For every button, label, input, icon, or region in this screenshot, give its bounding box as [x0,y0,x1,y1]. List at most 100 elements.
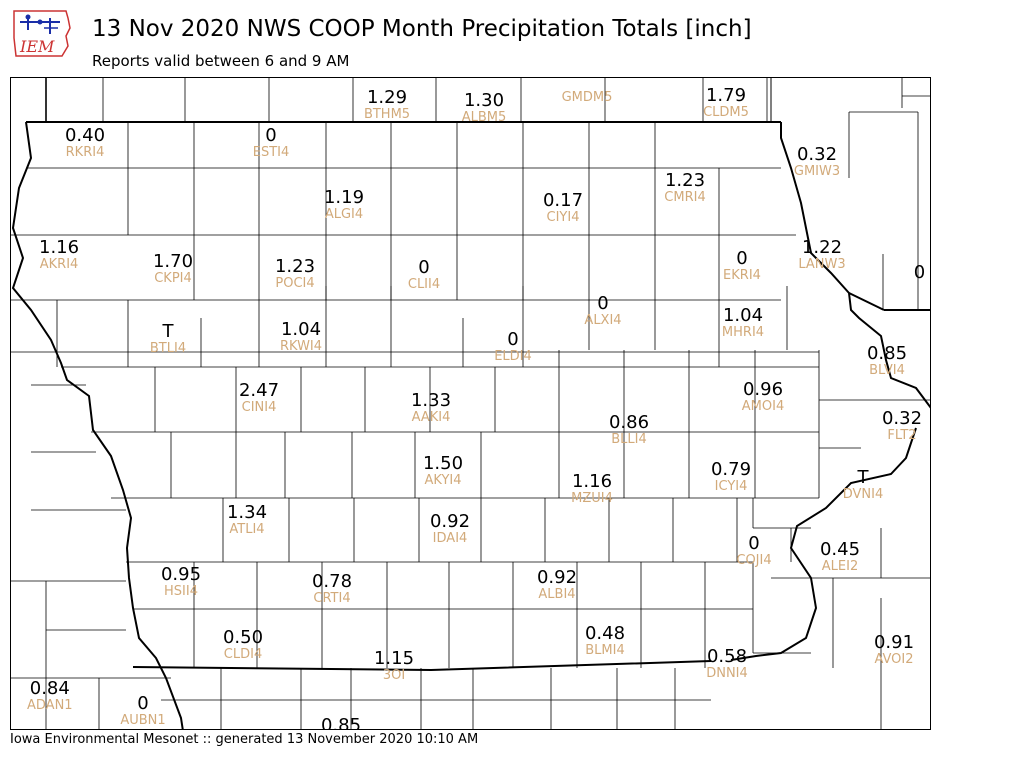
station-value: 1.16 [571,471,613,492]
station-alei2: 0.45 ALEI2 [820,540,860,574]
station-rkri4: 0.40 RKRI4 [65,126,105,160]
station-avoi2: 0.91 AVOI2 [874,633,914,667]
station-value: 0 [507,329,519,350]
station-lanw3: 1.22 LANW3 [798,238,845,272]
station-value: 1.33 [410,390,452,411]
station-coji4: 0 COJI4 [736,534,771,568]
station-id: BLLI4 [611,432,647,447]
station-id: AAKI4 [411,410,451,425]
station-value: 1.34 [226,502,268,523]
station-value: 0.95 [160,564,202,585]
station-value: 0.58 [706,646,748,667]
station-id: HSII4 [164,584,198,599]
station-value: 0.96 [742,379,784,400]
station-idai4: 0.92 IDAI4 [430,512,470,546]
station-albi4: 0.92 ALBI4 [537,568,577,602]
station-value: 1.04 [280,319,322,340]
station-value: 1.15 [373,648,415,669]
map-title: 13 Nov 2020 NWS COOP Month Precipitation… [92,16,752,42]
station-id: COJI4 [736,553,772,568]
station-value: 1.50 [422,453,464,474]
station-id: LANW3 [798,257,846,272]
station-alwm7: 0.85ALWM7 [317,716,364,730]
station-value: 1.79 [705,85,747,106]
station-id: RKRI4 [65,145,105,160]
station-ckpi4: 1.70 CKPI4 [153,252,193,286]
station-id: GMDM5 [561,90,613,105]
station-value: 0 [748,533,760,554]
station-value: 0 [137,693,149,714]
station-id: POCI4 [275,276,315,291]
station-adan1: 0.84 ADAN1 [27,679,73,713]
station-amoi4: 0.96 AMOI4 [742,380,784,414]
footer-credit: Iowa Environmental Mesonet :: generated … [10,732,479,747]
station-cmri4: 1.23 CMRI4 [664,171,705,205]
station-id: AVOI2 [874,652,914,667]
station-alxi4: 0 ALXI4 [584,294,621,328]
station-value: 0.48 [584,623,626,644]
station-hsii4: 0.95 HSII4 [161,565,201,599]
iem-logo: IEM [10,8,74,60]
station-id: CMRI4 [664,190,706,205]
station-value: 0 [597,293,609,314]
station-value: 2.47 [238,380,280,401]
station-id: BLMI4 [585,643,625,658]
station-btli4: T BTLI4 [150,322,186,356]
station-id: BTHM5 [363,107,411,122]
station-id: CIYI4 [546,210,580,225]
station-value: 0 [265,125,277,146]
station-id: ALBI4 [538,587,576,602]
station-id: GMIW3 [793,164,841,179]
station-id: 3OI [382,668,406,683]
station-id: MHRI4 [721,325,765,340]
station-id: CINI4 [241,400,277,415]
station-algi4: 1.19 ALGI4 [324,188,364,222]
station-value: 0 [736,248,748,269]
station-unlabeled-16: 0 [914,263,925,283]
station-id: ADAN1 [27,698,73,713]
station-rkwi4: 1.04 RKWI4 [280,320,322,354]
station-id: EKRI4 [723,268,761,283]
station-id: ELDI4 [494,349,532,364]
station-id: CLDI4 [223,647,263,662]
station-cini4: 2.47 CINI4 [239,381,279,415]
station-aubn1: 0 AUBN1 [120,694,165,728]
station-id: ESTI4 [252,145,290,160]
station-eldi4: 0 ELDI4 [494,330,532,364]
station-id: IDAI4 [432,531,468,546]
station-value: 1.30 [463,90,505,111]
station-value: 0.86 [608,412,650,433]
station-id: RKWI4 [279,339,323,354]
station-3oi: 1.15 3OI [374,649,414,683]
station-blvi4: 0.85 BLVI4 [867,344,907,378]
station-esti4: 0 ESTI4 [253,126,290,160]
station-value: 1.19 [323,187,365,208]
station-id: ALEI2 [821,559,859,574]
station-id: ICYI4 [714,479,748,494]
station-id: FLT2 [887,428,917,443]
station-blmi4: 0.48 BLMI4 [585,624,625,658]
station-ekri4: 0 EKRI4 [723,249,761,283]
station-value: 0.92 [429,511,471,532]
station-id: AUBN1 [120,713,166,728]
station-albm5: 1.30 ALBM5 [462,91,507,125]
station-akri4: 1.16 AKRI4 [39,238,79,272]
station-value: 0.17 [542,190,584,211]
station-id: CLII4 [407,277,441,292]
station-dvni4: T DVNI4 [843,468,884,502]
station-crti4: 0.78 CRTI4 [312,572,352,606]
map-panel: 1.29 BTHM5 1.30 ALBM5 GMDM5 1.79 CLDM5 0.40 RKRI… [10,77,931,730]
station-value: 0.85 [866,343,908,364]
station-dnni4: 0.58 DNNI4 [706,647,748,681]
station-value: 1.22 [801,237,843,258]
station-aaki4: 1.33 AAKI4 [411,391,451,425]
station-cldi4: 0.50 CLDI4 [223,628,263,662]
station-value: 1.16 [39,237,80,258]
logo-text: IEM [19,37,55,56]
station-value: T [162,321,174,342]
station-value: 0 [418,257,430,278]
station-value: 0.79 [710,459,752,480]
station-id: AKYI4 [424,473,462,488]
station-id: ALXI4 [584,313,622,328]
station-id: ALBM5 [461,110,507,125]
